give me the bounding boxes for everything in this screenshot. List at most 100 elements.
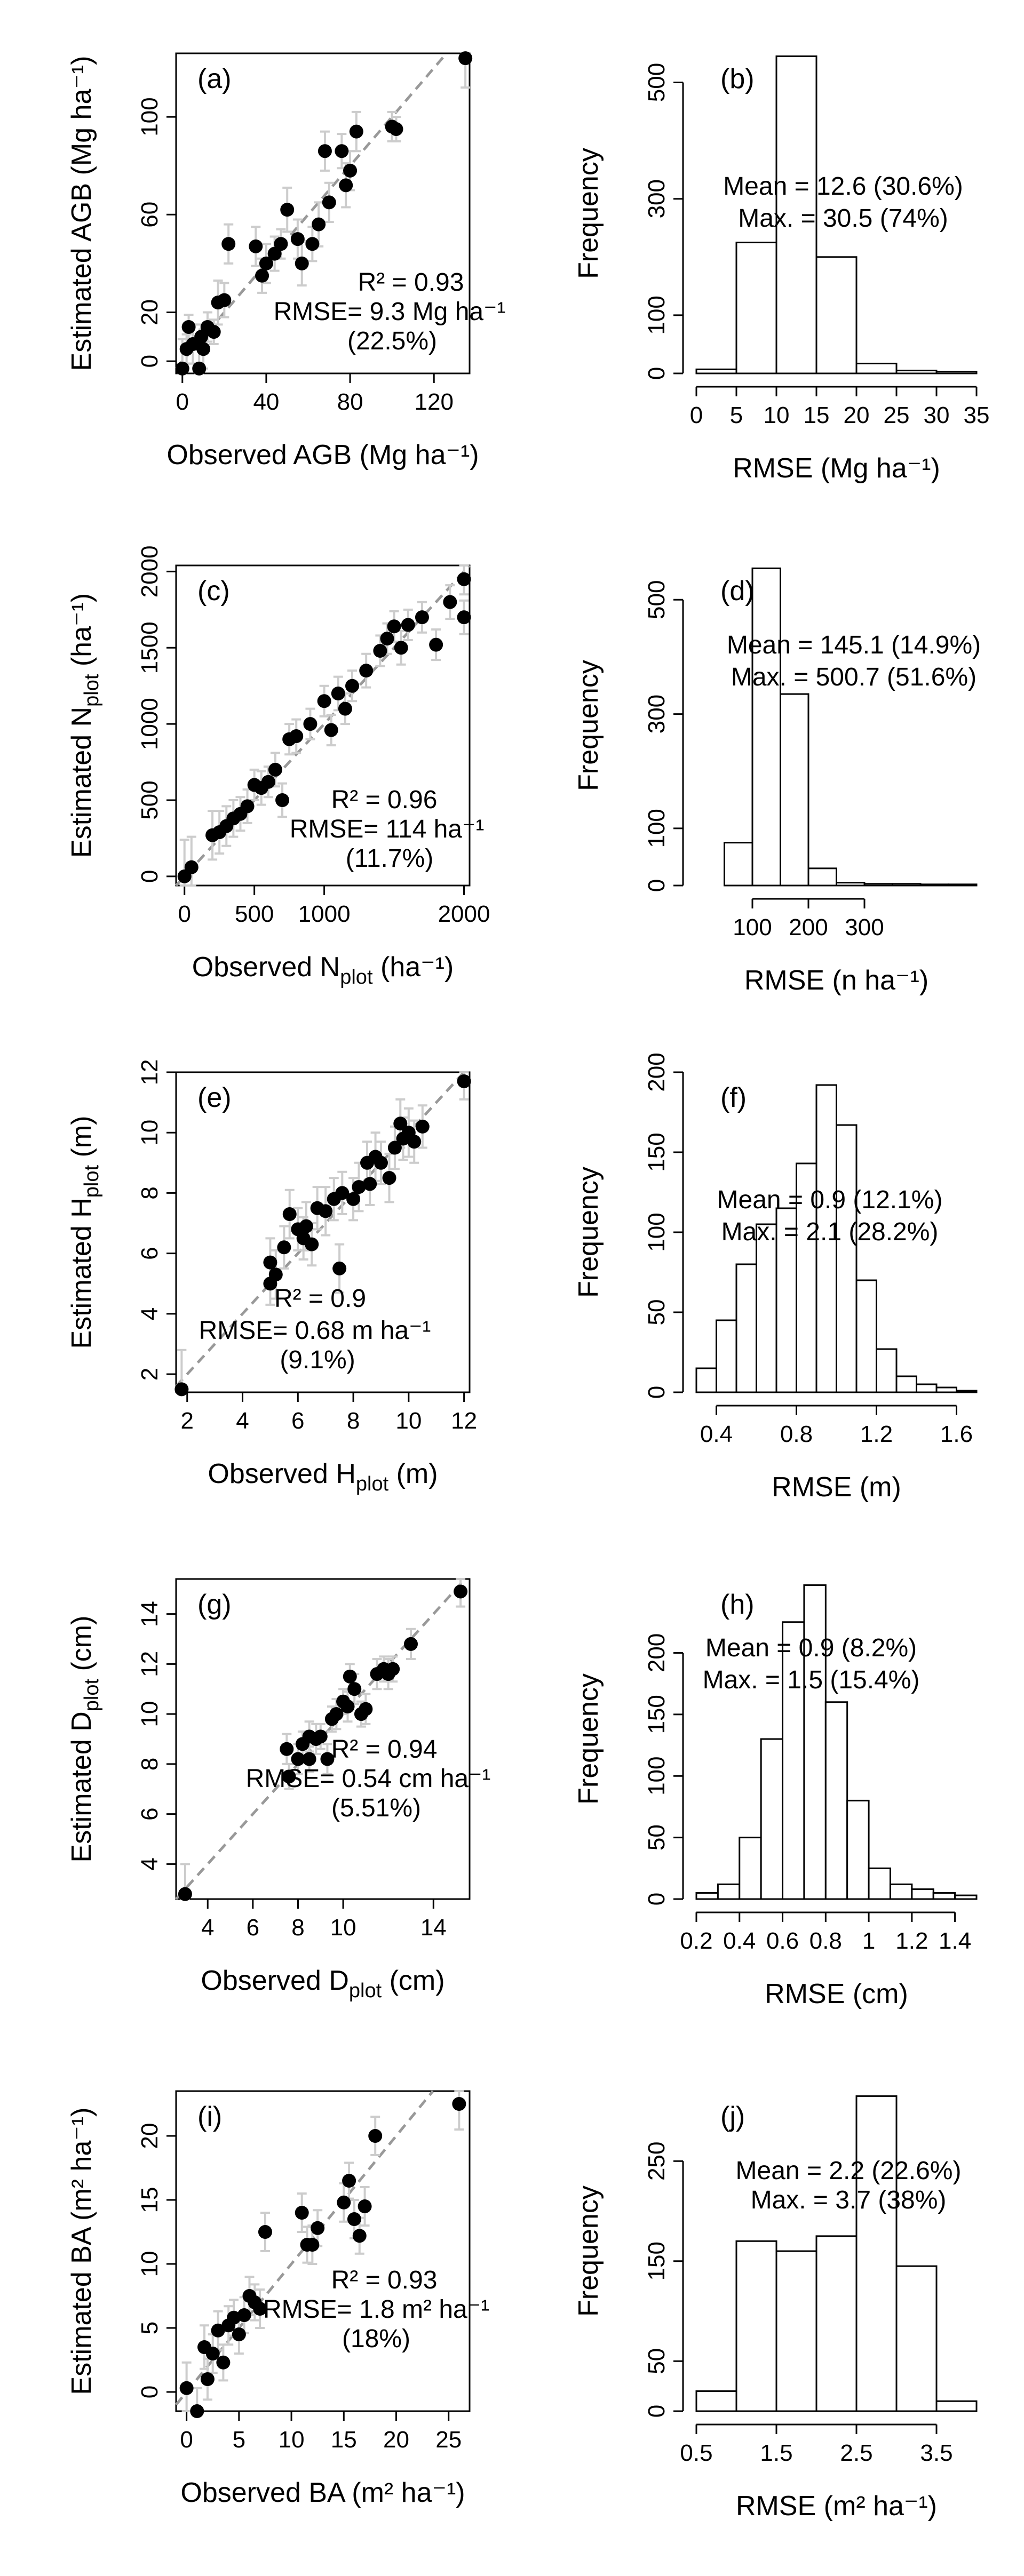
y-tick-label: 150 xyxy=(644,2242,670,2280)
data-point xyxy=(175,361,189,376)
data-point xyxy=(275,793,290,807)
histogram-bar xyxy=(889,1883,913,1900)
panel-a-ylabel: Estimated AGB (Mg ha⁻¹) xyxy=(66,56,97,371)
histogram-bar xyxy=(863,883,893,887)
y-tick-label: 4 xyxy=(137,1307,163,1320)
data-point xyxy=(227,2310,241,2325)
data-point xyxy=(342,2174,356,2188)
panel-j-xlabel: RMSE (m² ha⁻¹) xyxy=(736,2491,937,2522)
x-tick-label: 1.5 xyxy=(760,2440,792,2466)
x-tick-label: 0.4 xyxy=(700,1421,733,1447)
panel-a-xlabel: Observed AGB (Mg ha⁻¹) xyxy=(166,440,479,470)
y-tick-label: 500 xyxy=(137,780,163,819)
x-tick-label: 3.5 xyxy=(920,2440,952,2466)
panel-h-xlabel: RMSE (cm) xyxy=(765,1979,908,2009)
x-tick-label: 20 xyxy=(844,402,870,428)
x-tick-label: 200 xyxy=(789,914,828,940)
histogram-bar xyxy=(739,1837,762,1900)
x-tick-label: 0 xyxy=(176,389,189,415)
histogram-bar xyxy=(751,567,781,887)
y-tick-label: 200 xyxy=(644,1633,670,1672)
panel-f-ylabel: Frequency xyxy=(573,1167,604,1298)
y-tick-label: 2 xyxy=(137,1368,163,1381)
histogram-bar xyxy=(695,1892,719,1900)
data-point xyxy=(240,799,255,814)
data-point xyxy=(407,1135,422,1149)
y-tick-label: 0 xyxy=(644,367,670,380)
x-tick-label: 25 xyxy=(884,402,910,428)
stat-annotation: RMSE= 0.68 m ha⁻¹ xyxy=(199,1317,431,1345)
stat-annotation: Mean = 0.9 (8.2%) xyxy=(705,1634,917,1662)
data-point xyxy=(268,1267,283,1282)
x-tick-label: 500 xyxy=(235,901,274,927)
data-point xyxy=(211,2323,225,2338)
data-point xyxy=(178,1887,192,1901)
y-tick-label: 1000 xyxy=(137,698,163,750)
x-tick-label: 20 xyxy=(383,2427,409,2453)
plot-frame xyxy=(175,1071,471,1393)
data-point xyxy=(190,2404,204,2418)
panel-g: 4 6 8 10 14 4 6 8 10 12 14 Observed Dplot (cm) Estim… xyxy=(66,1578,491,2002)
panel-e-ylabel: Estimated Hplot (m) xyxy=(66,1116,103,1349)
stat-annotation: R² = 0.93 xyxy=(331,2266,438,2294)
y-tick-label: 60 xyxy=(137,202,163,228)
data-point xyxy=(179,2381,194,2395)
data-point xyxy=(457,1074,471,1088)
y-tick-label: 150 xyxy=(644,1695,670,1734)
histogram-bar xyxy=(815,256,858,374)
histogram-bar xyxy=(717,1883,741,1900)
histogram-bar xyxy=(895,2265,938,2412)
x-tick-label: 10 xyxy=(279,2427,305,2453)
histogram-bar xyxy=(954,1894,978,1900)
panel-b-xlabel: RMSE (Mg ha⁻¹) xyxy=(733,453,940,484)
stat-annotation: Max. = 500.7 (51.6%) xyxy=(731,663,977,691)
histogram-bar xyxy=(724,842,753,887)
data-point xyxy=(324,723,338,737)
x-tick-label: 0.2 xyxy=(680,1928,712,1954)
x-tick-label: 1 xyxy=(862,1928,875,1954)
y-tick-label: 12 xyxy=(137,1059,163,1086)
data-point xyxy=(393,1116,408,1131)
histogram-bar xyxy=(956,1390,978,1393)
histogram-bar xyxy=(775,2250,817,2412)
x-tick-label: 0 xyxy=(178,901,190,927)
y-tick-label: 6 xyxy=(137,1807,163,1820)
histogram-bar xyxy=(760,1738,784,1900)
stat-annotation: RMSE= 0.54 cm ha⁻¹ xyxy=(246,1765,491,1793)
data-point xyxy=(317,694,331,708)
stat-annotation: RMSE= 1.8 m² ha⁻¹ xyxy=(263,2295,489,2324)
data-point xyxy=(200,2372,215,2386)
y-tick-label: 20 xyxy=(137,2123,163,2149)
data-point xyxy=(305,2238,320,2252)
data-point xyxy=(343,163,358,178)
stat-annotation: R² = 0.94 xyxy=(331,1735,438,1764)
y-tick-label: 200 xyxy=(644,1052,670,1091)
data-point xyxy=(382,1171,396,1185)
data-point xyxy=(331,687,345,700)
data-point xyxy=(291,1752,305,1766)
data-point xyxy=(305,237,320,251)
stat-annotation: RMSE= 9.3 Mg ha⁻¹ xyxy=(274,298,506,326)
data-point xyxy=(347,1682,362,1696)
data-point xyxy=(458,51,473,66)
panel-d: 100 200 300 0 100 300 500 RMSE (n ha⁻¹) Frequenc… xyxy=(573,567,981,996)
y-tick-label: 14 xyxy=(137,1601,163,1627)
histogram-bar xyxy=(935,2400,978,2412)
data-point xyxy=(317,144,332,158)
histogram-bar xyxy=(932,1892,956,1900)
y-tick-label: 2000 xyxy=(137,545,163,597)
data-point xyxy=(312,217,326,232)
data-point xyxy=(320,1752,335,1766)
histogram-bar xyxy=(735,242,777,374)
data-point xyxy=(181,320,196,334)
data-point xyxy=(329,1707,344,1721)
x-tick-label: 5 xyxy=(233,2427,245,2453)
data-point xyxy=(335,144,349,158)
y-tick-label: 100 xyxy=(644,1213,670,1251)
data-point xyxy=(359,664,374,678)
data-point xyxy=(249,239,263,253)
y-tick-label: 500 xyxy=(644,63,670,102)
y-tick-label: 100 xyxy=(137,97,163,136)
data-point xyxy=(380,632,394,646)
